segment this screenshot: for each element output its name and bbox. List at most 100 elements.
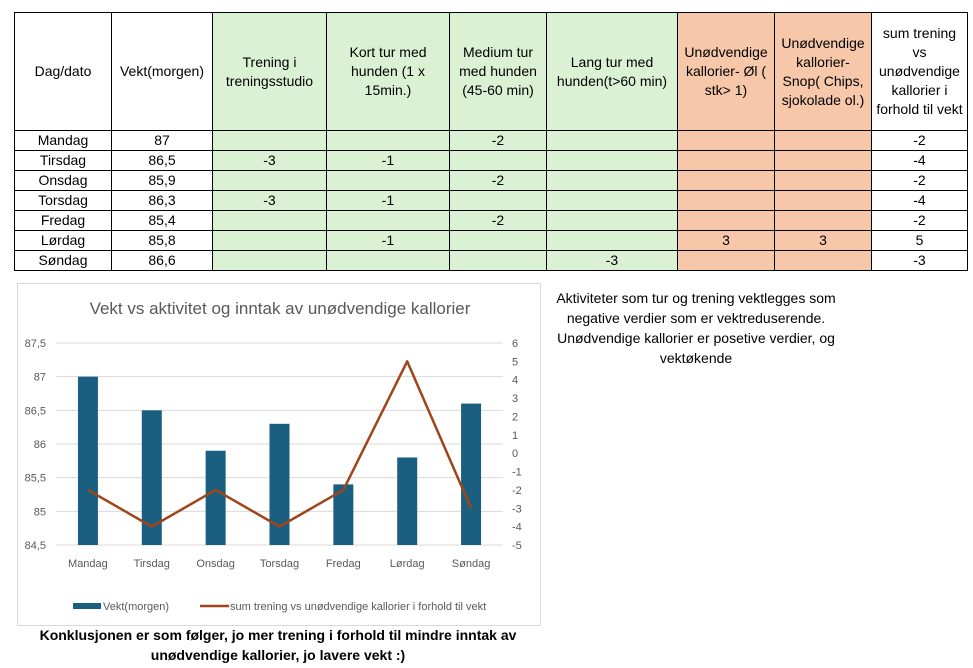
table-cell <box>677 150 775 171</box>
left-axis-tick: 85,5 <box>25 473 46 485</box>
table-cell <box>677 250 775 271</box>
table-cell: Torsdag <box>14 190 112 211</box>
table-cell: 3 <box>677 230 775 251</box>
table-row: Tirsdag 86,5 -3 -1 -4 <box>14 150 968 171</box>
legend-label-sum: sum trening vs unødvendige kallorier i f… <box>230 601 486 613</box>
table-cell: 85,8 <box>111 230 213 251</box>
table-cell: -3 <box>212 150 327 171</box>
table-cell <box>212 230 327 251</box>
table-cell <box>212 170 327 191</box>
table-cell: Onsdag <box>14 170 112 191</box>
table-cell: Fredag <box>14 210 112 231</box>
table-cell: 85,4 <box>111 210 213 231</box>
table-cell <box>326 130 450 151</box>
x-axis-label: Lørdag <box>390 558 425 570</box>
left-axis-tick: 86 <box>34 439 46 451</box>
right-axis-tick: -1 <box>512 467 522 479</box>
table-cell: Tirsdag <box>14 150 112 171</box>
left-axis-tick: 87,5 <box>25 338 46 350</box>
right-axis-tick: -5 <box>512 540 522 552</box>
table-cell <box>546 190 678 211</box>
column-header: Trening i treningsstudio <box>212 12 327 131</box>
table-cell <box>212 210 327 231</box>
column-header: sum trening vs unødvendige kallorier i f… <box>871 12 968 131</box>
left-axis-tick: 86,5 <box>25 405 46 417</box>
table-cell <box>774 150 872 171</box>
column-header: Medium tur med hunden (45-60 min) <box>449 12 547 131</box>
bar-vekt <box>397 457 418 545</box>
table-cell <box>449 190 547 211</box>
bar-vekt <box>77 376 98 545</box>
table-cell: -3 <box>871 250 968 271</box>
table-cell <box>774 130 872 151</box>
right-axis-tick: -3 <box>512 503 522 515</box>
table-cell: 5 <box>871 230 968 251</box>
bar-vekt <box>141 410 162 545</box>
right-axis-tick: 2 <box>512 411 518 423</box>
table-cell: -2 <box>449 210 547 231</box>
table-cell <box>774 210 872 231</box>
right-axis-tick: 0 <box>512 448 518 460</box>
table-cell: Søndag <box>14 250 112 271</box>
legend-label-vekt: Vekt(morgen) <box>103 601 169 613</box>
table-cell <box>449 150 547 171</box>
x-axis-label: Torsdag <box>260 558 299 570</box>
table-cell <box>326 170 450 191</box>
x-axis-label: Onsdag <box>196 558 235 570</box>
table-cell: -2 <box>449 130 547 151</box>
left-axis-tick: 85 <box>34 506 46 518</box>
chart-title: Vekt vs aktivitet og inntak av unødvendi… <box>90 299 471 318</box>
bar-vekt <box>333 484 354 545</box>
table-cell: -4 <box>871 150 968 171</box>
x-axis-label: Fredag <box>326 558 361 570</box>
table-cell <box>546 170 678 191</box>
table-cell <box>677 190 775 211</box>
table-cell <box>774 250 872 271</box>
table-cell: -1 <box>326 150 450 171</box>
bar-vekt <box>205 450 226 545</box>
table-cell <box>546 210 678 231</box>
column-header: Unødvendige kallorier- Øl ( stk> 1) <box>677 12 775 131</box>
table-cell: -1 <box>326 190 450 211</box>
legend-swatch-vekt <box>73 603 101 609</box>
explanation-note: Aktiviteter som tur og trening vektlegge… <box>556 290 836 366</box>
table-cell: -2 <box>871 130 968 151</box>
bar-vekt <box>269 423 290 545</box>
table-cell <box>449 250 547 271</box>
x-axis-label: Mandag <box>68 558 108 570</box>
column-header: Vekt(morgen) <box>111 12 213 131</box>
table-cell <box>677 210 775 231</box>
right-axis-tick: 5 <box>512 356 518 368</box>
table-cell: -2 <box>871 210 968 231</box>
table-cell <box>449 230 547 251</box>
table-cell: Lørdag <box>14 230 112 251</box>
weight-activity-table: Dag/dato Vekt(morgen) Trening i treningsst… <box>14 12 968 271</box>
left-axis-tick: 87 <box>34 372 46 384</box>
right-axis-tick: 4 <box>512 375 518 387</box>
table-cell <box>326 210 450 231</box>
right-axis-tick: 1 <box>512 430 518 442</box>
table-cell <box>546 130 678 151</box>
column-header: Kort tur med hunden (1 x 15min.) <box>326 12 450 131</box>
table-cell: -1 <box>326 230 450 251</box>
table-cell: -2 <box>449 170 547 191</box>
column-header: Dag/dato <box>14 12 112 131</box>
table-cell <box>677 130 775 151</box>
table-cell <box>774 190 872 211</box>
table-cell: 86,6 <box>111 250 213 271</box>
table-row: Lørdag 85,8 -1 3 3 5 <box>14 230 968 251</box>
table-row: Onsdag 85,9 -2 -2 <box>14 170 968 191</box>
table-cell <box>677 170 775 191</box>
table-cell <box>546 230 678 251</box>
x-axis-label: Søndag <box>452 558 491 570</box>
table-cell: Mandag <box>14 130 112 151</box>
bar-vekt <box>461 403 482 545</box>
table-row: Søndag 86,6 -3 -3 <box>14 250 968 271</box>
right-axis-tick: -4 <box>512 522 522 534</box>
table-cell <box>212 130 327 151</box>
table-cell: -3 <box>212 190 327 211</box>
table-cell <box>546 150 678 171</box>
weight-vs-activity-chart: Vekt vs aktivitet og inntak av unødvendi… <box>17 283 541 626</box>
table-cell <box>212 250 327 271</box>
right-axis-tick: 3 <box>512 393 518 405</box>
